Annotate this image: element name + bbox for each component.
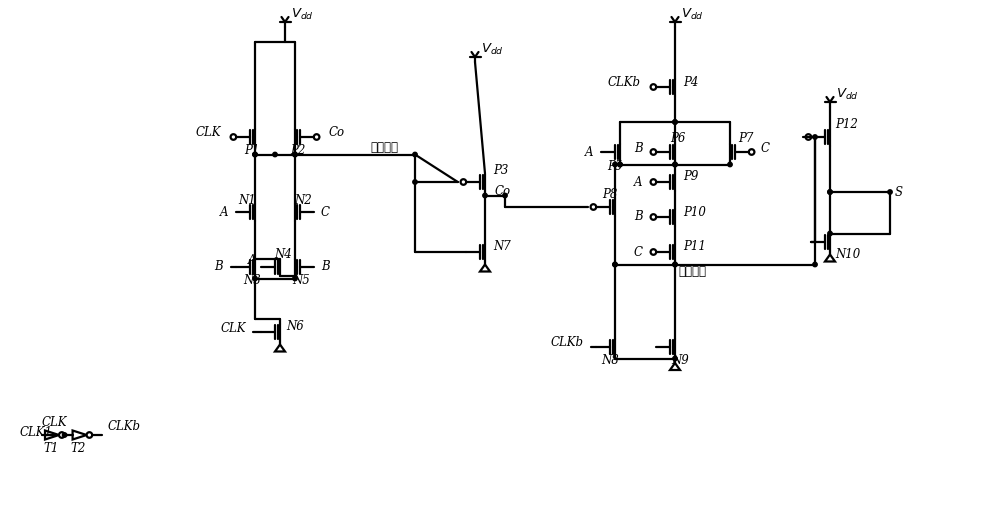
Text: N6: N6 (286, 320, 304, 334)
Circle shape (253, 152, 257, 157)
Text: S: S (895, 186, 903, 199)
Text: P9: P9 (683, 171, 698, 183)
Circle shape (673, 262, 677, 267)
Circle shape (673, 162, 677, 167)
Text: N7: N7 (493, 240, 511, 253)
Circle shape (273, 152, 277, 157)
Text: C: C (634, 246, 643, 259)
Text: A: A (634, 175, 643, 189)
Circle shape (483, 193, 487, 198)
Circle shape (618, 162, 622, 167)
Circle shape (253, 276, 257, 281)
Text: B: B (321, 260, 329, 274)
Circle shape (613, 162, 617, 167)
Circle shape (813, 262, 817, 267)
Text: $V_{dd}$: $V_{dd}$ (291, 6, 314, 22)
Circle shape (673, 262, 677, 267)
Circle shape (828, 231, 832, 236)
Circle shape (293, 152, 297, 157)
Text: CLK: CLK (195, 126, 221, 140)
Text: P2: P2 (290, 143, 306, 157)
Text: A: A (248, 255, 256, 268)
Text: Co: Co (328, 126, 345, 140)
Text: P6: P6 (670, 132, 686, 145)
Text: P11: P11 (683, 240, 706, 253)
Text: N10: N10 (835, 249, 860, 261)
Text: N4: N4 (274, 249, 292, 261)
Circle shape (293, 152, 297, 157)
Circle shape (253, 152, 257, 157)
Text: N9: N9 (671, 354, 689, 366)
Text: CLKb: CLKb (107, 421, 140, 434)
Circle shape (613, 262, 617, 267)
Text: P10: P10 (683, 206, 706, 219)
Text: P12: P12 (835, 118, 858, 131)
Circle shape (62, 433, 67, 437)
Text: C: C (321, 206, 330, 219)
Text: CLK: CLK (221, 321, 246, 335)
Circle shape (828, 190, 832, 194)
Text: N5: N5 (292, 274, 310, 287)
Text: P3: P3 (493, 163, 508, 177)
Text: P5: P5 (607, 160, 623, 172)
Text: N8: N8 (601, 354, 619, 366)
Text: CLK: CLK (41, 415, 67, 428)
Text: 动态节点: 动态节点 (370, 141, 398, 154)
Text: N1: N1 (238, 193, 256, 207)
Text: CLKb: CLKb (608, 76, 641, 90)
Text: $V_{dd}$: $V_{dd}$ (481, 42, 504, 56)
Text: N2: N2 (294, 193, 312, 207)
Text: $V_{dd}$: $V_{dd}$ (681, 6, 704, 22)
Circle shape (728, 162, 732, 167)
Circle shape (413, 152, 417, 157)
Text: T2: T2 (71, 442, 86, 454)
Circle shape (613, 262, 617, 267)
Text: B: B (215, 260, 223, 274)
Text: B: B (634, 210, 643, 223)
Text: CLK1: CLK1 (20, 425, 53, 438)
Text: P4: P4 (683, 75, 698, 89)
Circle shape (888, 190, 892, 194)
Text: N3: N3 (243, 274, 261, 287)
Circle shape (618, 162, 622, 167)
Text: A: A (220, 206, 228, 219)
Text: Co: Co (495, 185, 511, 198)
Circle shape (293, 276, 297, 281)
Circle shape (673, 120, 677, 124)
Text: C: C (760, 142, 769, 154)
Circle shape (673, 120, 677, 124)
Text: $V_{dd}$: $V_{dd}$ (836, 86, 859, 102)
Text: P7: P7 (738, 132, 753, 145)
Circle shape (813, 135, 817, 139)
Text: T1: T1 (43, 442, 59, 454)
Text: B: B (634, 142, 643, 154)
Text: P8: P8 (602, 189, 618, 201)
Circle shape (673, 356, 677, 360)
Circle shape (503, 193, 507, 198)
Text: P1: P1 (244, 143, 260, 157)
Text: A: A (585, 145, 593, 159)
Circle shape (413, 180, 417, 184)
Text: 动态节点: 动态节点 (678, 265, 706, 278)
Circle shape (828, 190, 832, 194)
Text: CLKb: CLKb (550, 337, 583, 349)
Circle shape (673, 162, 677, 167)
